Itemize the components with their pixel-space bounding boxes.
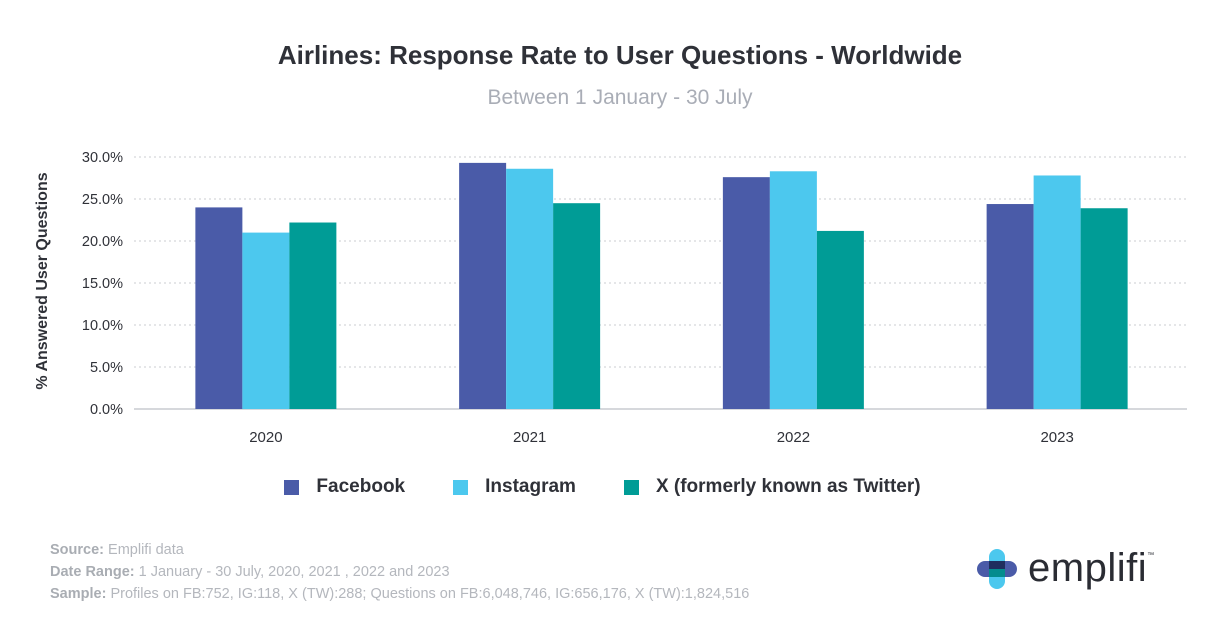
bar-x-2022 — [816, 230, 864, 409]
y-tick-label: 20.0% — [82, 234, 123, 250]
y-tick-label: 25.0% — [82, 192, 123, 208]
chart-footer: Source: Emplifi data Date Range: 1 Janua… — [50, 539, 749, 605]
x-tick-label: 2022 — [777, 429, 810, 446]
chart-subtitle: Between 1 January - 30 July — [487, 86, 753, 109]
bar-facebook-2020 — [195, 207, 243, 409]
y-tick-label: 0.0% — [90, 402, 123, 418]
x-tick-label: 2023 — [1040, 429, 1073, 446]
bar-instagram-2021 — [506, 168, 554, 409]
chart-title: Airlines: Response Rate to User Question… — [277, 40, 963, 70]
legend-item-x: X (formerly known as Twitter) — [623, 476, 921, 498]
chart-legend: Facebook Instagram X (formerly known as … — [0, 476, 1205, 498]
x-tick-label: 2020 — [249, 429, 282, 446]
legend-swatch-instagram — [453, 479, 469, 495]
bar-chart: 0.0% 5.0% 10.0% 15.0% 20.0% 25.0% 30.0% % Answe… — [34, 150, 1187, 446]
legend-label-facebook: Facebook — [316, 476, 406, 497]
legend-item-instagram: Instagram — [453, 476, 576, 498]
legend-swatch-facebook — [284, 479, 300, 495]
bar-x-2020 — [289, 222, 337, 409]
bar-x-2023 — [1080, 208, 1128, 409]
emplifi-logo: emplifi ™ — [976, 546, 1154, 591]
legend-swatch-x — [623, 479, 639, 495]
emplifi-logo-icon — [977, 548, 1017, 589]
footer-sample: Sample: Profiles on FB:752, IG:118, X (T… — [50, 586, 750, 602]
trademark: ™ — [1147, 552, 1155, 559]
legend-label-instagram: Instagram — [485, 476, 576, 497]
emplifi-logo-text: emplifi — [1028, 546, 1148, 590]
bar-facebook-2023 — [986, 204, 1034, 409]
y-tick-label: 5.0% — [90, 360, 123, 376]
y-tick-label: 30.0% — [82, 150, 123, 166]
bar-facebook-2022 — [722, 177, 770, 409]
footer-date-range: Date Range: 1 January - 30 July, 2020, 2… — [50, 564, 450, 580]
y-tick-label: 15.0% — [82, 276, 123, 292]
footer-source: Source: Emplifi data — [50, 542, 184, 558]
bar-facebook-2021 — [459, 162, 507, 409]
y-axis-label: % Answered User Questions — [34, 172, 51, 389]
bar-instagram-2022 — [769, 171, 817, 409]
x-tick-label: 2021 — [513, 429, 546, 446]
bar-instagram-2020 — [242, 232, 290, 409]
legend-item-facebook: Facebook — [284, 476, 405, 498]
y-tick-label: 10.0% — [82, 318, 123, 334]
legend-label-x: X (formerly known as Twitter) — [655, 476, 921, 497]
bar-x-2021 — [553, 203, 601, 409]
bar-instagram-2023 — [1033, 175, 1081, 409]
